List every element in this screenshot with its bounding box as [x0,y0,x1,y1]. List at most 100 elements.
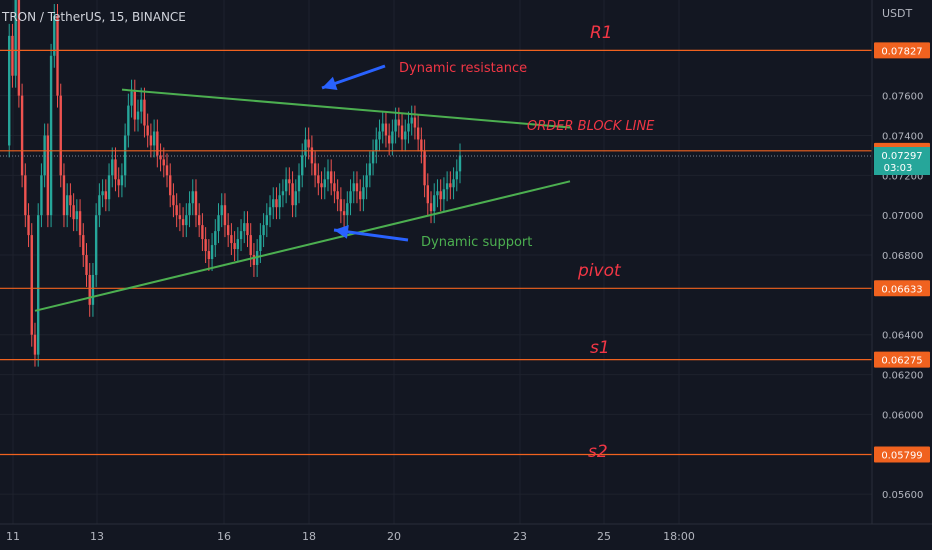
candle-body [69,195,72,206]
candle-body [20,95,24,176]
x-tick-label: 23 [513,530,527,543]
candle-body [165,165,169,176]
level-price-tag [874,42,930,59]
candlestick-series [8,0,462,367]
candle-body [91,274,95,305]
y-tick-label: 0.05600 [882,490,923,501]
x-tick-label: 11 [6,530,20,543]
trendlines [34,88,571,312]
candle-body [420,139,423,152]
candle-body [239,231,243,240]
candle-body [156,131,159,156]
candle-body [252,255,256,265]
candle-body [423,151,426,186]
candle-body [365,175,368,188]
x-axis-ticks[interactable]: 11 13 16 18 20 23 25 18:00 [6,530,695,543]
trendline[interactable] [121,88,571,129]
trendline[interactable] [34,180,571,312]
candle-body [433,195,436,212]
candle-body [358,191,362,200]
candle-body [336,191,339,200]
candle-body [53,15,56,56]
price-axis[interactable] [872,0,932,524]
candle-body [294,191,297,206]
level-label-s1: s1 [590,338,610,358]
candle-body [123,135,127,176]
candle-body [233,243,236,250]
candle-body [204,239,207,252]
dynamic-resistance-label: Dynamic resistance [399,61,527,76]
level-label-s2: s2 [588,442,608,462]
candle-body [246,223,249,236]
candle-body [114,159,117,180]
x-tick-label: 25 [597,530,611,543]
candle-body [162,159,165,166]
candle-body [201,225,204,240]
candle-body [175,205,178,216]
candle-body [243,223,246,232]
candle-body [317,175,320,184]
candle-body [304,139,307,156]
candle-body [17,0,21,96]
candle-body [426,185,430,204]
x-tick-label: 18:00 [663,530,695,543]
grid-lines [0,0,872,524]
level-label-pivot: pivot [577,261,622,281]
candle-body [65,195,69,216]
x-tick-label: 16 [217,530,231,543]
candle-body [387,135,391,144]
level-label-order-block: ORDER BLOCK LINE [527,119,655,134]
candle-body [355,183,359,192]
candle-body [313,163,317,176]
candle-body [333,183,336,192]
candle-body [33,334,37,355]
candle-body [384,123,388,136]
candle-body [130,91,133,106]
candle-body [8,35,11,146]
candle-body [85,255,88,275]
candle-body [217,215,220,232]
candle-body [278,195,281,208]
candle-body [143,99,146,126]
candle-body [362,187,365,200]
candle-body [281,191,285,196]
candle-body [194,191,198,216]
candle-body [207,251,211,260]
candle-body [101,191,104,196]
x-tick-label: 18 [302,530,316,543]
candle-body [111,159,114,176]
candle-body [449,183,452,188]
candle-body [320,183,323,188]
horizontal-levels [0,49,872,456]
candle-body [117,179,120,186]
candle-body [442,189,446,200]
candle-body [455,171,458,180]
candle-body [349,191,352,204]
candle-body [59,95,62,176]
candle-body [346,203,349,216]
candle-body [404,131,407,140]
candle-body [24,175,27,216]
dynamic-support-label: Dynamic support [421,235,532,250]
y-tick-label: 0.07400 [882,131,923,142]
candle-body [30,235,33,335]
candle-body [391,131,394,144]
level-price-tag [874,280,930,297]
candle-body [259,235,262,252]
candle-body [210,245,214,260]
candle-body [291,183,294,206]
candle-body [310,147,314,164]
candle-body [436,191,439,196]
candle-body [185,215,188,226]
candle-body [72,205,75,220]
candle-body [381,123,384,132]
level-price-tag [874,446,930,463]
candle-body [413,117,417,128]
candle-body [127,105,130,136]
y-axis-ticks: 0.07600 0.07400 0.07200 0.07000 0.06800 0.064… [882,92,923,501]
candle-body [56,15,59,96]
candle-body [416,127,420,140]
candle-body [352,183,355,192]
